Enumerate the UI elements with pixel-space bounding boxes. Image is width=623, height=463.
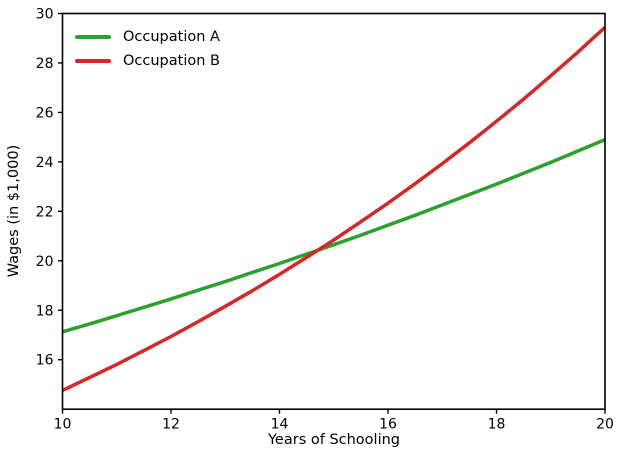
x-tick-label: 20 (596, 417, 614, 433)
series-line-occupation-b (61, 26, 607, 392)
x-tick-label: 18 (488, 417, 506, 433)
plot-frame (61, 12, 606, 411)
x-tick-label: 12 (162, 417, 180, 433)
legend-swatch-occupation-b (75, 59, 111, 63)
legend-entry-occupation-a: Occupation A (75, 25, 220, 49)
legend: Occupation A Occupation B (75, 25, 220, 73)
y-tick-label: 18 (36, 303, 54, 319)
y-axis-label: Wages (in $1,000) (6, 144, 22, 278)
legend-swatch-occupation-a (75, 35, 111, 39)
y-tick-label: 24 (36, 155, 54, 171)
y-tick-label: 20 (36, 254, 54, 270)
y-tick-label: 22 (36, 204, 54, 220)
legend-label-occupation-b: Occupation B (123, 53, 220, 69)
y-tick-label: 30 (36, 7, 54, 23)
x-tick-label: 10 (54, 417, 72, 433)
y-tick-label: 28 (36, 56, 54, 72)
x-axis-label: Years of Schooling (267, 432, 401, 448)
x-tick-label: 14 (271, 417, 289, 433)
series-line-occupation-a (62, 137, 606, 334)
legend-entry-occupation-b: Occupation B (75, 49, 220, 73)
y-tick-label: 26 (36, 105, 54, 121)
x-tick-label: 16 (379, 417, 397, 433)
y-tick-label: 16 (36, 353, 54, 369)
legend-label-occupation-a: Occupation A (123, 29, 220, 45)
